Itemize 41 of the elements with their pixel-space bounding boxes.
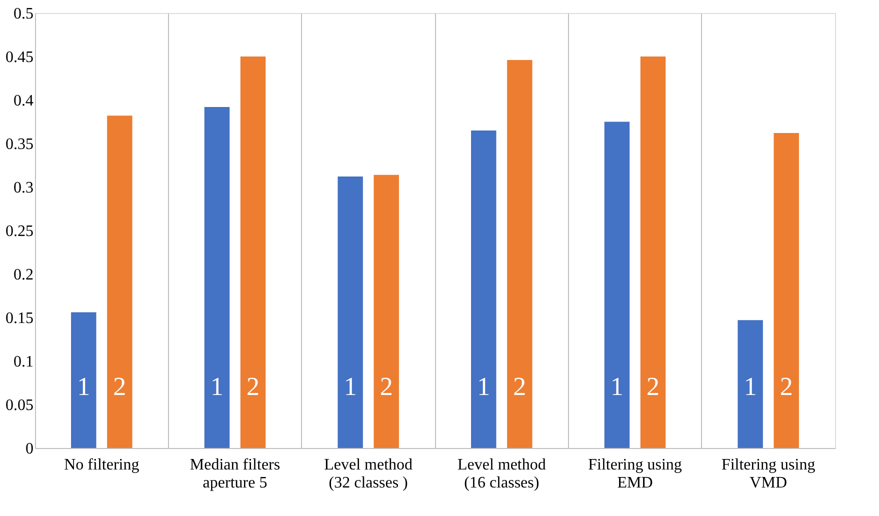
x-tick-label: Median filters aperture 5 — [190, 456, 280, 492]
text: 2 — [380, 372, 393, 402]
text: 1 — [77, 372, 90, 402]
text: 2 — [513, 372, 526, 402]
series-label: 1 — [210, 372, 224, 402]
y-tick-label: 0.4 — [14, 92, 34, 110]
text: 1 — [344, 372, 357, 402]
y-tick-label: 0.05 — [6, 397, 34, 414]
y-tick-label: 0 — [26, 440, 34, 458]
y-tick-label: 0.35 — [6, 136, 34, 153]
bar — [604, 122, 630, 448]
bar — [507, 60, 532, 448]
bar — [738, 320, 763, 448]
y-tick-label: 0.2 — [14, 266, 34, 284]
bar — [338, 176, 363, 448]
bar — [374, 174, 399, 448]
x-tick-label: Filtering using EMD — [588, 456, 682, 492]
y-tick-label: 0.45 — [6, 49, 34, 66]
y-tick-label: 0.1 — [14, 354, 34, 370]
text: 1 — [477, 372, 490, 402]
text: 1 — [610, 372, 624, 402]
y-tick-label: 0.15 — [6, 310, 34, 327]
x-tick-label: Level method (32 classes ) — [324, 456, 413, 492]
y-tick-label: 0.3 — [14, 180, 34, 196]
text: 2 — [646, 372, 660, 402]
x-tick-label: Level method (16 classes) — [457, 456, 546, 492]
y-tick-label: 0.25 — [6, 223, 34, 240]
x-tick-label: No filtering — [64, 456, 140, 474]
series-label: 2 — [113, 372, 126, 402]
text: 1 — [744, 372, 757, 402]
bar — [71, 312, 96, 448]
x-tick-label: Filtering using VMD — [721, 456, 816, 492]
bar — [471, 130, 496, 448]
text: 2 — [246, 372, 260, 402]
y-tick-label: 0.5 — [14, 6, 34, 22]
bar — [204, 106, 230, 448]
bar — [640, 56, 666, 448]
text: 2 — [780, 372, 793, 402]
bar — [240, 56, 266, 448]
bar — [107, 116, 132, 448]
bar — [774, 133, 799, 448]
